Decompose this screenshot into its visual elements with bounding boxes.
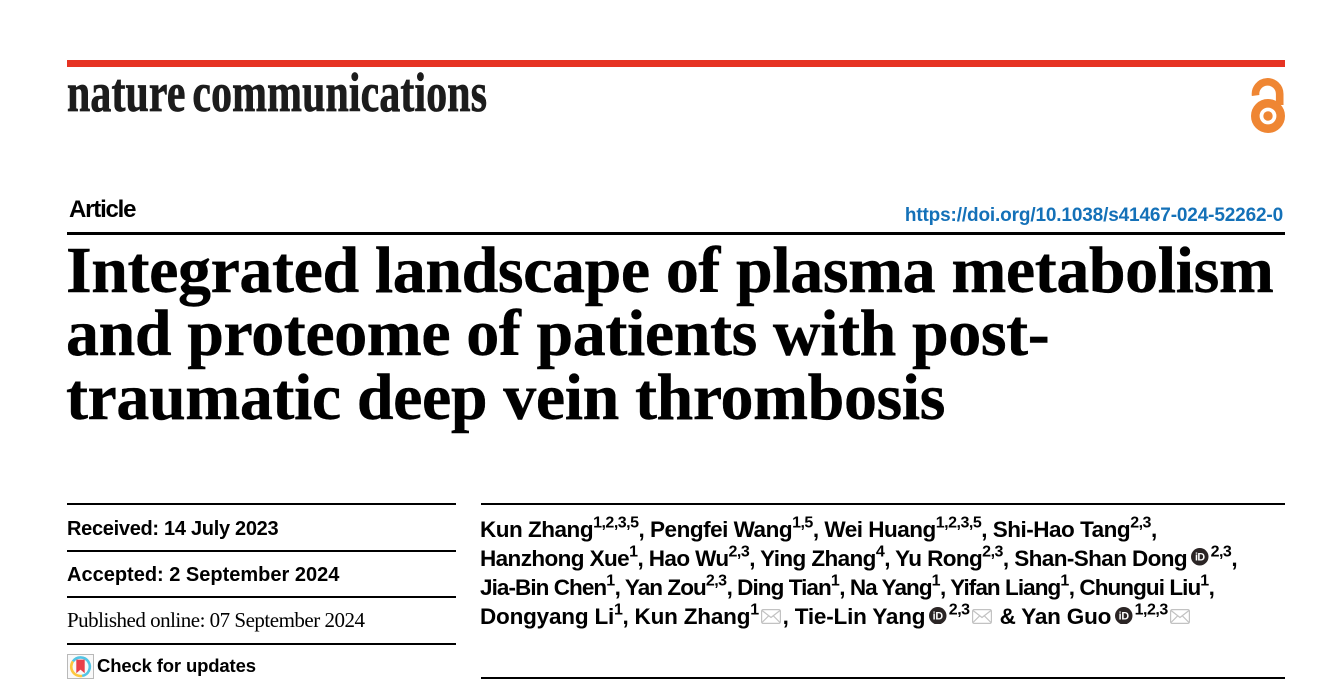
svg-text:iD: iD — [1119, 610, 1130, 622]
svg-text:iD: iD — [933, 610, 944, 622]
svg-text:iD: iD — [1195, 552, 1205, 564]
